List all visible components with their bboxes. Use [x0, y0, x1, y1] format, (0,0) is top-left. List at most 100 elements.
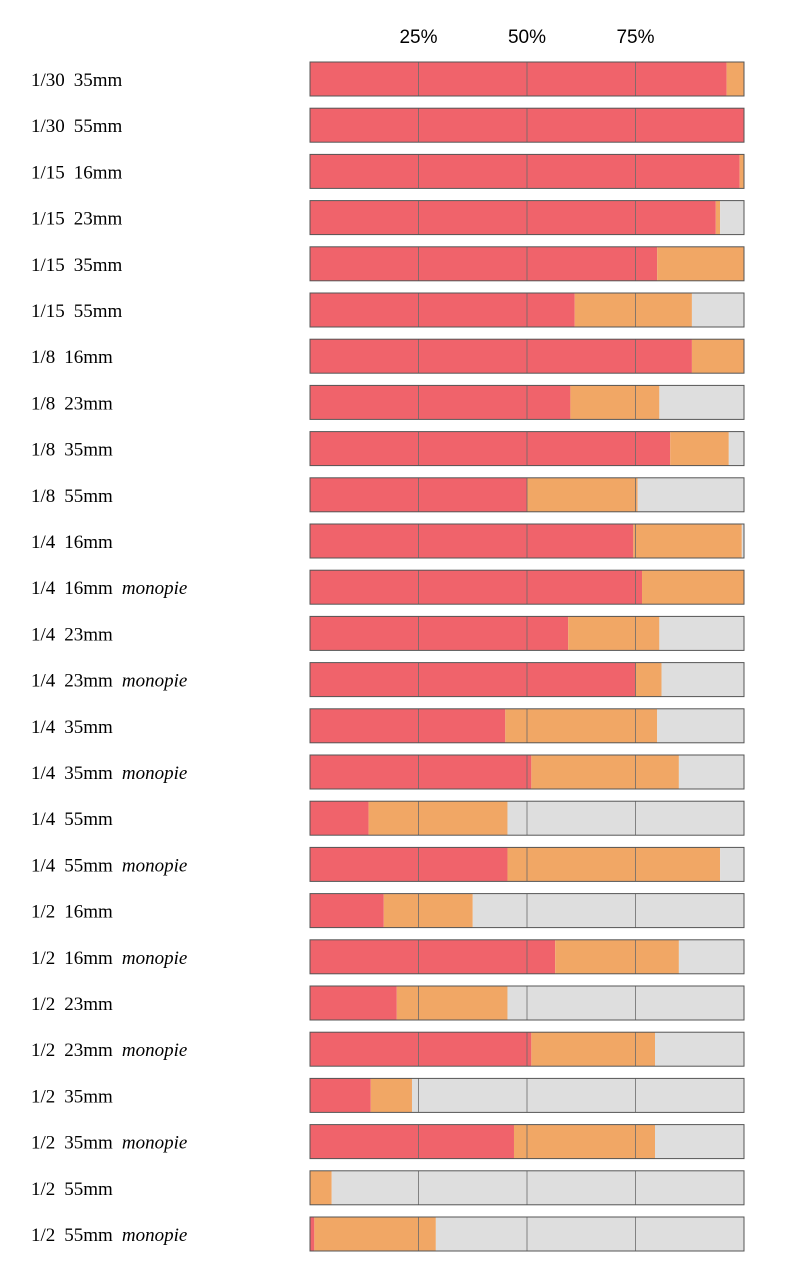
row-label-lens: 55mm — [64, 1179, 113, 1200]
bar-segment-red — [310, 431, 671, 466]
row-label-lens: 55mm — [74, 301, 123, 322]
row-label-shutter: 1/2 — [31, 1040, 55, 1061]
bar-segment-red — [310, 385, 571, 420]
bar-segment-gray — [507, 986, 744, 1020]
bar-outline — [309, 153, 745, 189]
row-label-note: monopie — [122, 763, 187, 784]
row-label-shutter: 1/15 — [31, 162, 65, 183]
row-label-note: monopie — [122, 1133, 187, 1154]
bar-segment-red — [310, 570, 643, 605]
row-label-lens: 16mm — [64, 532, 113, 553]
row-label-shutter: 1/2 — [31, 1133, 55, 1154]
bar-outline — [309, 662, 745, 698]
bar-segment-red — [310, 755, 532, 789]
bar-segment-gray — [659, 385, 744, 420]
bar-outline — [309, 200, 745, 236]
row-label-lens: 23mm — [64, 994, 113, 1015]
bar-segment-red — [310, 616, 569, 651]
row-label-shutter: 1/30 — [31, 70, 65, 91]
row-label-note: monopie — [122, 578, 187, 599]
row-label-lens: 16mm — [74, 162, 123, 183]
bar-segment-red — [310, 1032, 532, 1067]
bar-outline — [309, 754, 745, 790]
bar-row: 1/30 35mm — [31, 61, 745, 97]
bar-row: 1/30 55mm — [31, 107, 745, 143]
row-label-lens: 55mm — [64, 855, 113, 876]
bar-row: 1/4 16mm — [31, 523, 745, 559]
row-label-lens: 35mm — [64, 717, 113, 738]
row-label-shutter: 1/15 — [31, 255, 65, 276]
bar-row: 1/4 35mm monopie — [31, 754, 745, 790]
bar-segment-gray — [637, 477, 744, 512]
bar-segment-red — [310, 708, 506, 743]
row-label-note: monopie — [122, 1225, 187, 1246]
row-label-shutter: 1/2 — [31, 994, 55, 1015]
bar-segment-orange — [642, 570, 744, 605]
bar-outline — [309, 939, 745, 975]
bar-outline — [309, 338, 745, 374]
row-label: 1/2 23mm monopie — [31, 1040, 187, 1061]
x-tick-label: 25% — [399, 27, 437, 48]
row-label-lens: 23mm — [64, 1040, 113, 1061]
row-label-lens: 16mm — [64, 578, 113, 599]
bar-segment-orange — [513, 1124, 656, 1159]
bar-row: 1/8 35mm — [31, 431, 745, 467]
bar-outline — [309, 292, 745, 328]
bar-row: 1/4 55mm — [31, 800, 745, 836]
bar-segment-red — [310, 154, 740, 189]
bar-outline — [309, 985, 745, 1021]
bar-segment-gray — [741, 524, 744, 558]
row-label: 1/15 55mm — [31, 301, 123, 322]
bar-segment-gray — [655, 1032, 744, 1067]
bar-segment-red — [310, 847, 508, 882]
bar-segment-orange — [314, 1217, 436, 1251]
row-label-lens: 35mm — [74, 255, 123, 276]
bar-outline — [309, 708, 745, 744]
bar-row: 1/4 23mm — [31, 615, 745, 651]
bar-segment-orange — [691, 339, 744, 374]
bar-segment-orange — [368, 801, 508, 836]
bar-segment-red — [310, 986, 397, 1020]
bar-segment-red — [310, 1217, 315, 1251]
row-label-lens: 55mm — [64, 486, 113, 507]
row-label: 1/15 23mm — [31, 209, 123, 230]
bar-segment-gray — [728, 431, 744, 466]
bar-segment-gray — [659, 616, 744, 651]
row-label-lens: 23mm — [64, 624, 113, 645]
row-label: 1/2 23mm — [31, 994, 113, 1015]
bar-row: 1/2 35mm — [31, 1077, 745, 1113]
row-label: 1/2 16mm — [31, 902, 113, 923]
bar-segment-red — [310, 939, 556, 974]
row-label-lens: 16mm — [64, 902, 113, 923]
row-label-shutter: 1/4 — [31, 671, 56, 692]
row-label-shutter: 1/4 — [31, 717, 56, 738]
bar-row: 1/4 16mm monopie — [31, 569, 745, 605]
bar-segment-gray — [720, 847, 744, 882]
bar-segment-orange — [739, 154, 744, 189]
bar-row: 1/15 16mm — [31, 153, 745, 189]
row-label-shutter: 1/8 — [31, 486, 55, 507]
row-label: 1/8 16mm — [31, 347, 113, 368]
bar-outline — [309, 61, 745, 97]
bar-row: 1/2 16mm monopie — [31, 939, 745, 975]
bar-segment-orange — [531, 1032, 656, 1067]
bar-outline — [309, 1124, 745, 1160]
bar-row: 1/2 23mm monopie — [31, 1031, 745, 1067]
bar-segment-gray — [472, 893, 744, 928]
bar-segment-red — [310, 62, 727, 96]
row-label: 1/2 35mm monopie — [31, 1133, 187, 1154]
row-label-lens: 23mm — [64, 671, 113, 692]
row-label-shutter: 1/2 — [31, 902, 55, 923]
bar-segment-orange — [383, 893, 473, 928]
bar-segment-red — [310, 246, 658, 281]
bar-segment-orange — [555, 939, 679, 974]
x-tick-label: 50% — [508, 27, 546, 48]
x-tick-label: 75% — [616, 27, 654, 48]
bar-segment-gray — [678, 939, 744, 974]
row-label: 1/4 23mm monopie — [31, 671, 187, 692]
bar-row: 1/4 23mm monopie — [31, 662, 745, 698]
bar-segment-gray — [661, 662, 744, 697]
bar-segment-orange — [570, 385, 660, 420]
row-label-shutter: 1/8 — [31, 440, 55, 461]
